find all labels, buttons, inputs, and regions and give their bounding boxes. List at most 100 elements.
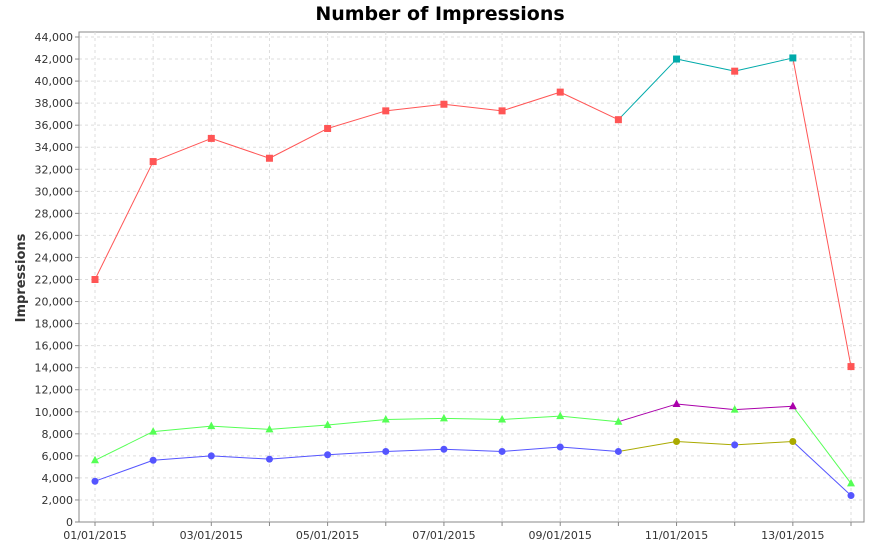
data-point-circle — [789, 438, 797, 446]
series-line-segment — [502, 415, 561, 420]
data-point-triangle — [207, 421, 216, 430]
data-point-circle — [207, 452, 215, 460]
series-line-segment — [269, 128, 328, 159]
data-point-triangle — [498, 414, 507, 423]
y-tick-label: 30,000 — [35, 185, 74, 198]
data-point-triangle — [265, 424, 274, 433]
series-line-segment — [153, 425, 212, 433]
data-point-triangle — [672, 399, 681, 408]
y-tick-label: 16,000 — [35, 340, 74, 353]
y-tick-label: 38,000 — [35, 97, 74, 110]
x-tick-label: 05/01/2015 — [296, 529, 359, 542]
data-point-circle — [498, 447, 506, 455]
data-point-square — [614, 116, 622, 124]
series-line-segment — [327, 418, 386, 426]
data-point-circle — [382, 447, 390, 455]
series-line-segment — [618, 441, 677, 452]
data-point-triangle — [149, 427, 158, 435]
data-point-triangle — [439, 413, 448, 422]
series-line-segment — [792, 405, 852, 484]
data-point-circle — [731, 441, 739, 449]
series-line-segment — [443, 448, 503, 452]
series-line-segment — [618, 403, 677, 423]
data-point-circle — [440, 445, 448, 453]
series-line-segment — [734, 57, 793, 72]
series-line-segment — [560, 91, 619, 121]
data-point-square — [324, 124, 332, 132]
series-line-segment — [385, 417, 444, 420]
data-point-circle — [91, 477, 99, 485]
x-tick-label: 13/01/2015 — [761, 529, 824, 542]
data-point-triangle — [730, 405, 739, 413]
series-line-segment — [94, 459, 154, 482]
y-tick-label: 24,000 — [35, 251, 74, 264]
x-tick-label: 03/01/2015 — [180, 529, 243, 542]
data-point-triangle — [847, 478, 855, 487]
series-line-segment — [385, 103, 444, 112]
y-tick-label: 36,000 — [35, 119, 74, 132]
data-series — [91, 54, 855, 500]
data-point-circle — [556, 443, 564, 451]
series-line-segment — [502, 446, 561, 452]
data-point-triangle — [323, 420, 332, 428]
data-point-triangle — [614, 417, 623, 425]
series-1 — [91, 54, 855, 371]
x-tick-label: 07/01/2015 — [412, 529, 475, 542]
series-line-segment — [269, 424, 328, 430]
series-line-segment — [269, 454, 328, 460]
data-point-square — [498, 107, 506, 115]
data-point-square — [149, 158, 157, 166]
series-line-segment — [153, 455, 212, 461]
y-tick-label: 2,000 — [42, 494, 74, 507]
series-line-segment — [734, 405, 793, 411]
y-tick-label: 32,000 — [35, 163, 74, 176]
data-point-square — [556, 88, 564, 96]
series-line-segment — [211, 137, 270, 159]
data-point-triangle — [381, 414, 390, 423]
series-line-segment — [676, 58, 735, 72]
series-line-segment — [94, 431, 154, 461]
x-axis-ticks: 01/01/2015 03/01/2015 05/01/2015 07/01/2015… — [63, 522, 852, 542]
data-point-square — [789, 54, 797, 62]
series-line-segment — [560, 415, 619, 423]
series-line-segment — [152, 137, 212, 163]
y-tick-label: 14,000 — [35, 362, 74, 375]
series-line-segment — [618, 58, 677, 121]
data-point-square — [91, 276, 99, 283]
data-point-circle — [324, 451, 332, 459]
series-line-segment — [94, 161, 154, 280]
series-line-segment — [211, 455, 270, 460]
series-line-segment — [560, 446, 619, 452]
series-line-segment — [501, 91, 561, 112]
data-point-triangle — [556, 411, 565, 420]
y-tick-label: 4,000 — [42, 472, 74, 485]
series-line-segment — [211, 425, 270, 430]
series-line-segment — [385, 448, 444, 452]
series-line-segment — [443, 103, 503, 112]
series-line-segment — [676, 441, 735, 446]
y-tick-label: 10,000 — [35, 406, 74, 419]
data-point-circle — [847, 492, 855, 500]
y-tick-label: 22,000 — [35, 274, 74, 287]
y-tick-label: 20,000 — [35, 296, 74, 309]
data-point-triangle — [788, 401, 797, 410]
y-tick-label: 28,000 — [35, 207, 74, 220]
data-point-triangle — [91, 455, 99, 464]
data-point-square — [847, 363, 855, 371]
y-tick-label: 6,000 — [42, 450, 74, 463]
y-tick-label: 18,000 — [35, 318, 74, 331]
series-line-segment — [734, 441, 793, 446]
series-line-segment — [443, 417, 503, 420]
y-tick-label: 0 — [66, 516, 73, 529]
x-tick-label: 11/01/2015 — [645, 529, 708, 542]
y-tick-label: 12,000 — [35, 384, 74, 397]
y-tick-label: 44,000 — [35, 31, 74, 44]
series-3 — [91, 438, 855, 500]
y-tick-label: 40,000 — [35, 75, 74, 88]
x-tick-label: 09/01/2015 — [529, 529, 592, 542]
data-point-circle — [673, 438, 681, 446]
series-line-segment — [792, 57, 852, 367]
y-tick-label: 34,000 — [35, 141, 74, 154]
